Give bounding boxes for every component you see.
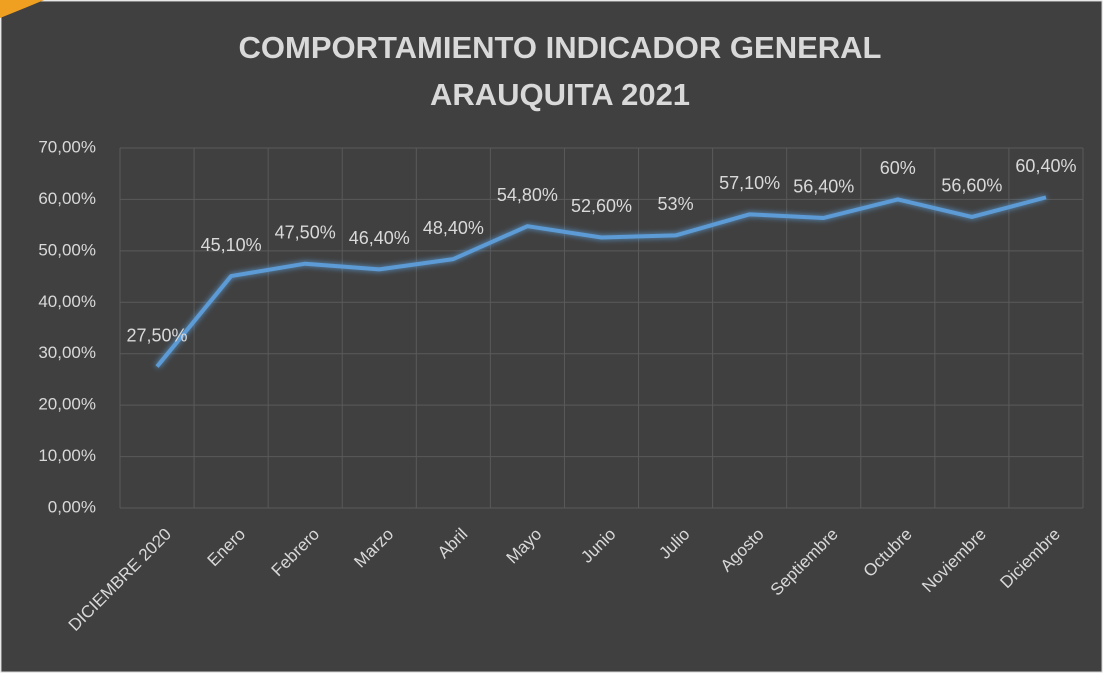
data-label: 45,10% (201, 235, 262, 255)
data-label: 60% (880, 158, 916, 178)
chart-title: ARAUQUITA 2021 (430, 77, 690, 112)
y-tick-label: 70,00% (38, 137, 96, 156)
data-label: 54,80% (497, 185, 558, 205)
data-label: 47,50% (275, 222, 336, 242)
y-tick-label: 0,00% (48, 497, 96, 516)
data-label: 56,60% (941, 176, 1002, 196)
data-label: 52,60% (571, 196, 632, 216)
chart-title: COMPORTAMIENTO INDICADOR GENERAL (239, 30, 882, 65)
y-tick-label: 50,00% (38, 240, 96, 259)
data-label: 53% (658, 194, 694, 214)
y-tick-label: 20,00% (38, 395, 96, 414)
data-line (155, 195, 1047, 368)
y-tick-label: 10,00% (38, 446, 96, 465)
y-tick-label: 40,00% (38, 292, 96, 311)
y-tick-label: 60,00% (38, 189, 96, 208)
data-label: 60,40% (1015, 156, 1076, 176)
data-label: 27,50% (127, 325, 188, 345)
data-label: 48,40% (423, 218, 484, 238)
corner-decoration (0, 0, 44, 18)
data-label: 46,40% (349, 228, 410, 248)
y-tick-label: 30,00% (38, 343, 96, 362)
data-label: 57,10% (719, 173, 780, 193)
data-label: 56,40% (793, 177, 854, 197)
